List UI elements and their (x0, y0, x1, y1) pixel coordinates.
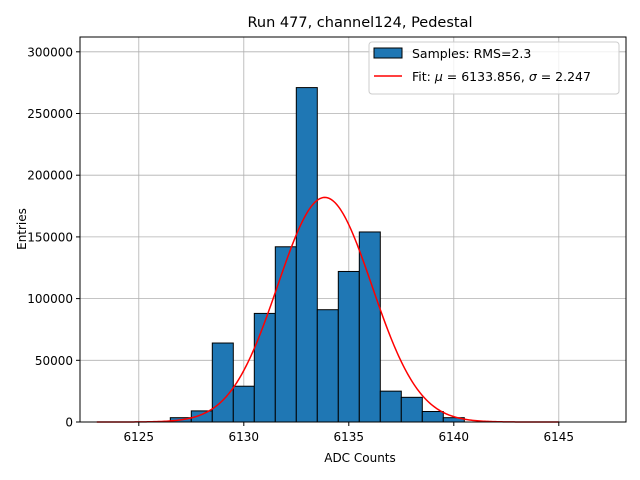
y-axis-label: Entries (15, 208, 29, 250)
x-axis-ticks: 6125 6130 6135 6140 6145 (124, 422, 575, 444)
legend: Samples: RMS=2.3 Fit: μ = 6133.856, σ = … (368, 41, 620, 95)
legend-box (368, 41, 620, 95)
legend-samples-label: Samples: RMS=2.3 (412, 46, 531, 61)
histogram-bar (421, 411, 444, 423)
y-tick-label: 250000 (27, 107, 73, 121)
y-tick-label: 0 (65, 416, 73, 430)
histogram-bar (295, 87, 318, 423)
legend-samples-swatch (373, 47, 403, 59)
x-tick-label: 6130 (229, 430, 260, 444)
y-tick-label: 300000 (27, 45, 73, 59)
histogram-bar (379, 390, 402, 423)
histogram-bar (337, 270, 360, 423)
y-tick-label: 100000 (27, 292, 73, 306)
y-axis-ticks: 0 50000 100000 150000 200000 250000 300000 (27, 45, 80, 430)
x-tick-label: 6135 (334, 430, 365, 444)
y-tick-label: 50000 (35, 354, 73, 368)
y-tick-label: 150000 (27, 230, 73, 244)
legend-fit-label: Fit: μ = 6133.856, σ = 2.247 (412, 69, 591, 84)
histogram-bar (253, 312, 276, 423)
x-tick-label: 6140 (439, 430, 470, 444)
x-tick-label: 6125 (124, 430, 155, 444)
gaussian-fit-curve (96, 196, 559, 423)
y-tick-label: 200000 (27, 169, 73, 183)
plot-frame (79, 36, 627, 423)
histogram-bar (211, 342, 234, 423)
histogram-bars (169, 87, 465, 423)
x-tick-label: 6145 (544, 430, 575, 444)
histogram-bar (400, 396, 423, 423)
x-axis-label: ADC Counts (324, 451, 396, 465)
chart-title: Run 477, channel124, Pedestal (247, 15, 472, 31)
histogram-bar (232, 385, 255, 423)
histogram-bar (316, 309, 339, 423)
histogram-bar (274, 246, 297, 423)
